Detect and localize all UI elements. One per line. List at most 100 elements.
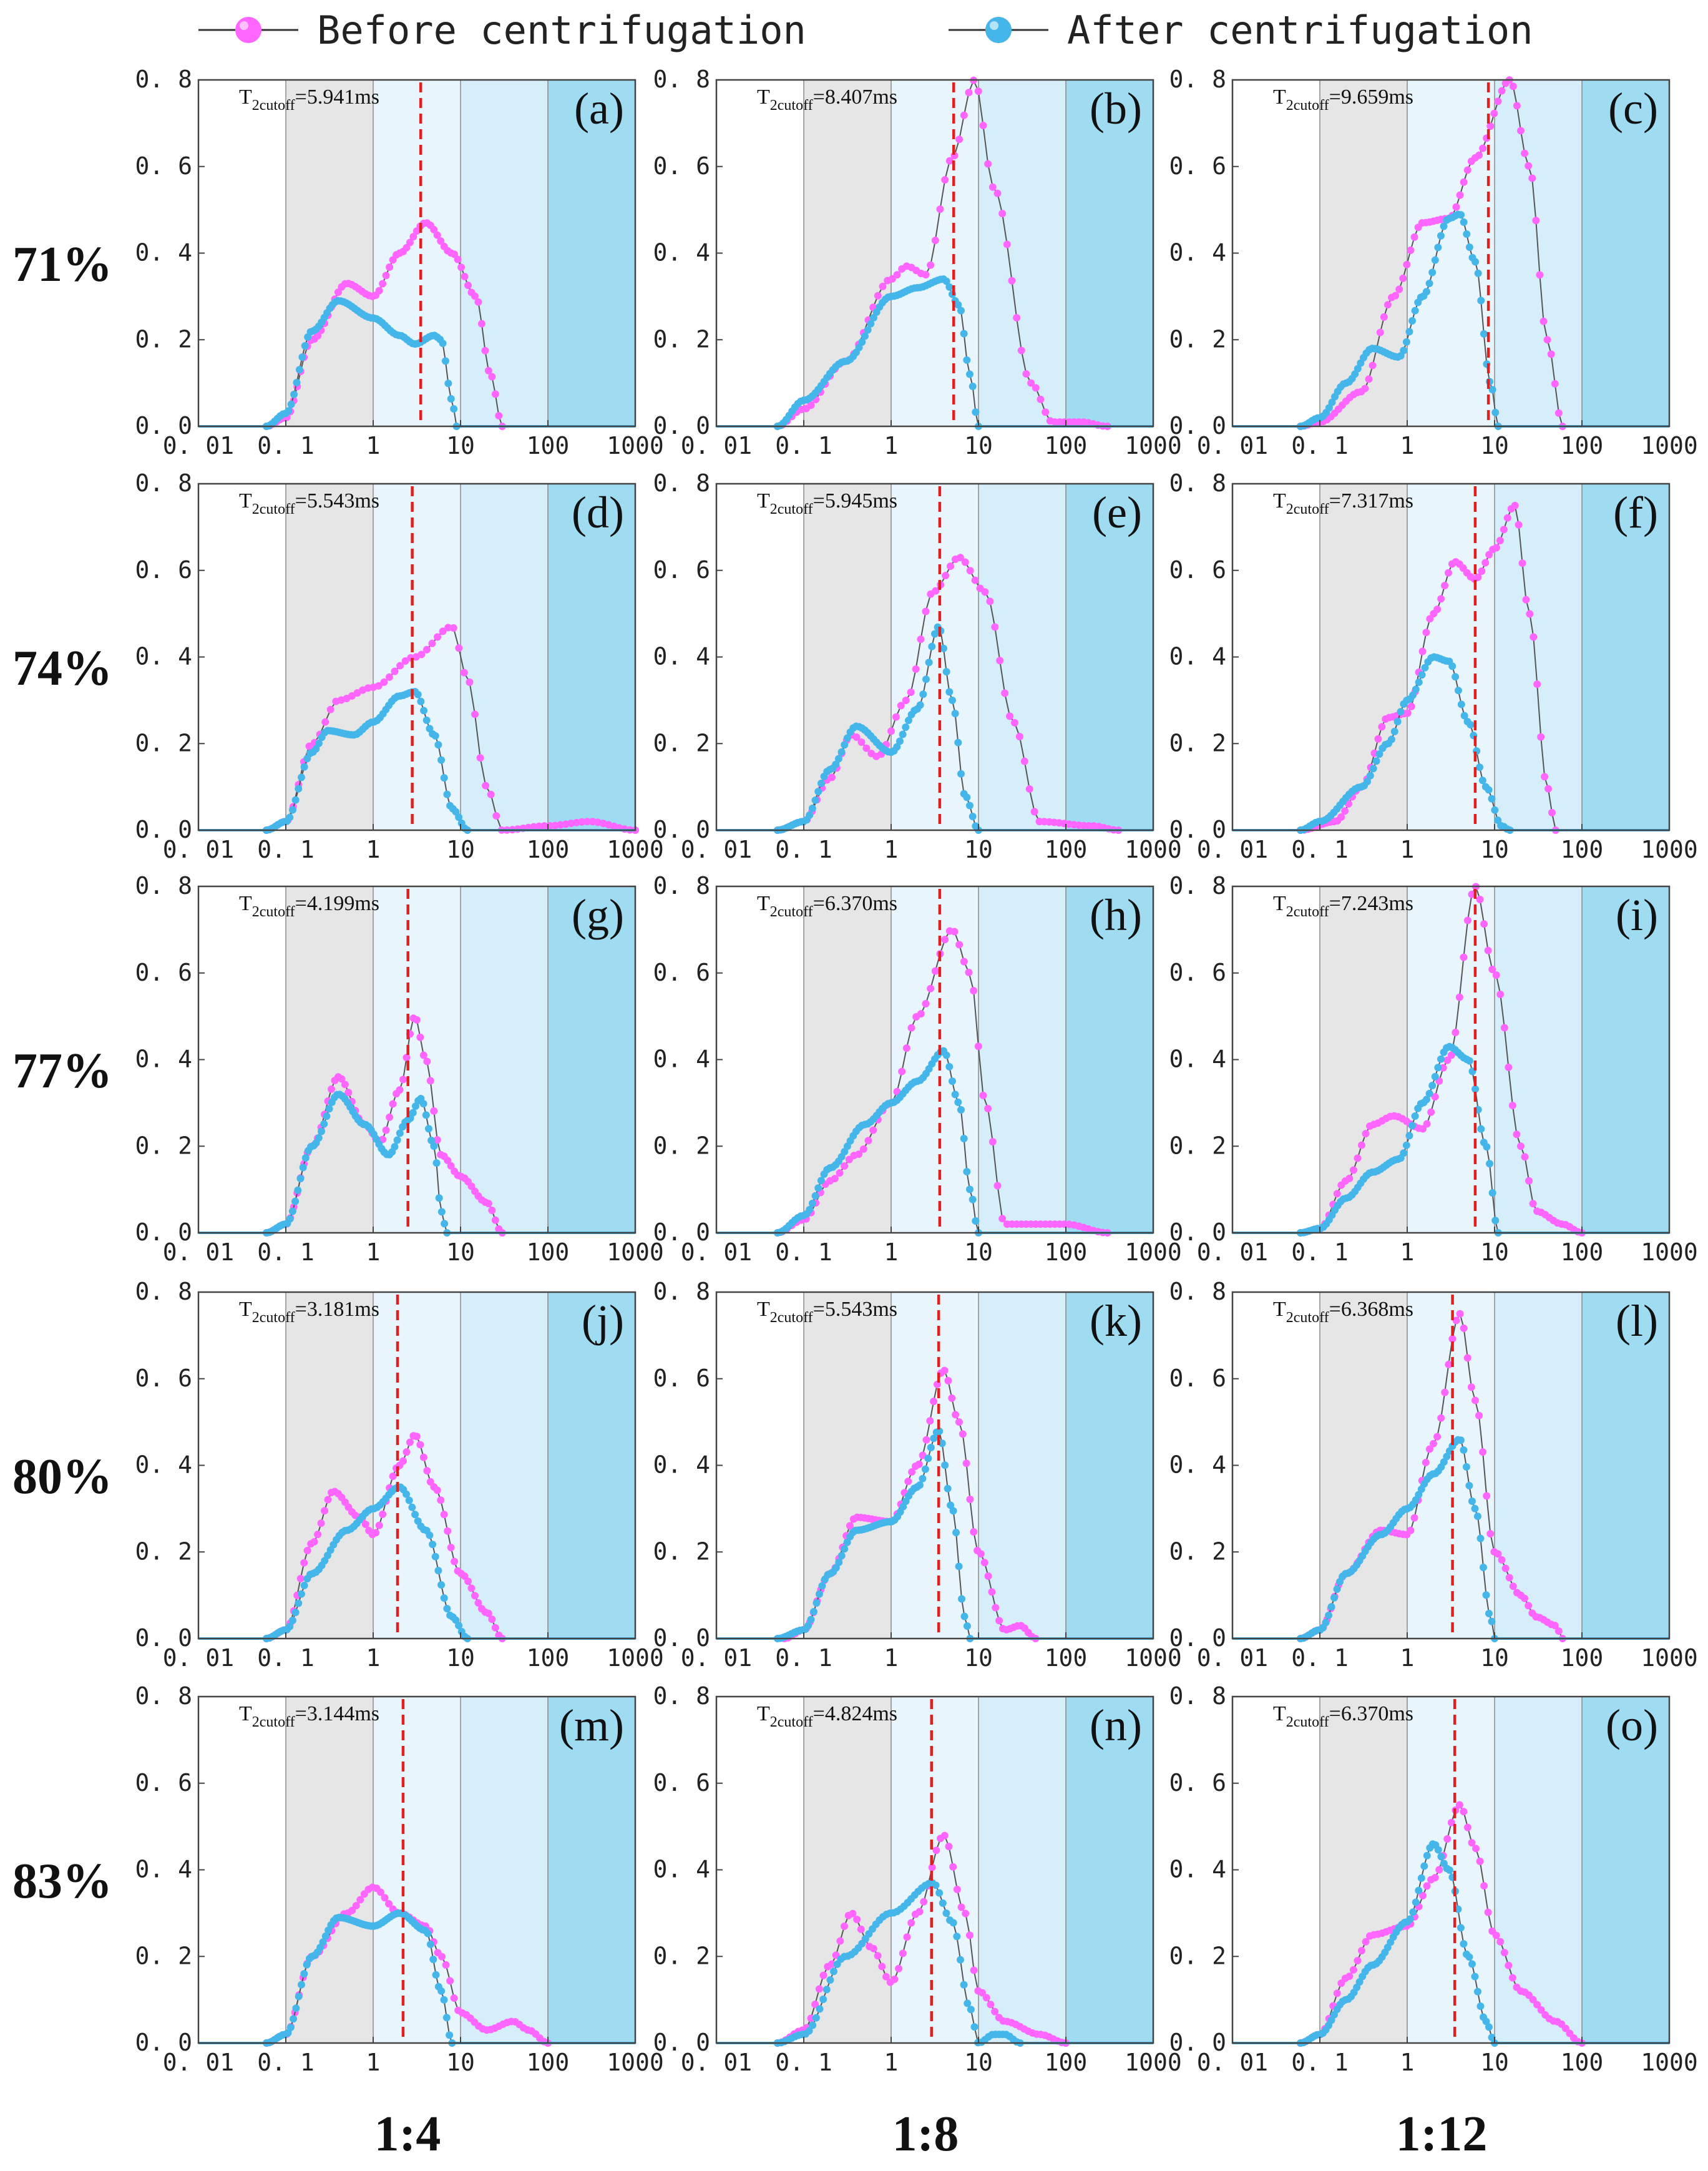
data-point [955,135,964,144]
data-point [298,353,306,361]
data-point [374,682,383,690]
y-tick-label: 0. 0 [135,1218,192,1246]
data-point [408,1503,416,1511]
data-point [927,1444,935,1452]
data-point [960,111,968,119]
data-point [301,1154,310,1162]
band-region [978,484,1066,830]
data-point [955,941,964,949]
x-tick-label: 100 [527,432,570,459]
data-point [1425,280,1433,288]
data-point [1498,87,1506,95]
data-point [1521,1594,1529,1602]
data-point [423,1467,431,1475]
data-point [1490,109,1498,117]
panel: 0. 0 0. 2 0. 4 0. 6 0. 8 0. 01 0. 1 1 10 100 1000 (… [1169,1682,1697,2076]
data-point [457,263,466,272]
data-point [948,696,956,704]
data-point [942,1909,950,1917]
band-region [1495,1697,1582,2043]
data-point [429,1541,437,1549]
cutoff-value: =8.407ms [813,86,897,109]
y-tick-label: 0. 4 [653,1451,710,1479]
y-tick-label: 0. 6 [135,1365,192,1392]
data-point [940,1366,949,1375]
x-tick-label: 10 [1480,2049,1509,2076]
data-point [941,1461,949,1469]
y-tick-label: 0. 0 [653,816,710,843]
data-point [423,1057,431,1066]
data-point [399,1076,407,1084]
data-point [932,1846,940,1855]
data-point [300,1582,308,1590]
y-tick-label: 0. 4 [1169,1046,1226,1073]
x-tick-label: 1000 [607,1644,664,1672]
data-point [1479,1563,1487,1571]
data-point [471,710,479,718]
cutoff-annotation: T2cutoff=3.181ms [239,1298,379,1326]
data-point [888,275,896,283]
data-point [815,1985,823,1993]
data-point [961,558,969,566]
x-tick-label: 0. 1 [1291,836,1349,863]
data-point [956,1956,964,1964]
data-point [420,707,428,715]
data-point [1330,1594,1339,1602]
y-tick-label: 0. 0 [1169,2029,1226,2056]
data-point [1354,1957,1362,1965]
data-point [1472,1845,1480,1853]
data-point [1412,685,1420,693]
data-point [396,662,404,670]
cutoff-value: =5.945ms [813,489,897,512]
band-region [373,1292,461,1639]
y-tick-label: 0. 6 [1169,1769,1226,1796]
cutoff-symbol: T [239,1298,252,1321]
x-tick-label: 1 [366,2049,381,2076]
data-point [980,1559,988,1567]
data-point [295,785,303,793]
x-tick-label: 0. 01 [681,836,752,863]
x-tick-label: 1 [366,432,381,459]
cutoff-symbol: T [1273,1702,1286,1725]
data-point [984,1104,992,1112]
data-point [1003,240,1011,248]
data-point [903,1933,911,1941]
band-region [1232,80,1320,426]
x-tick-label: 1 [366,836,381,863]
legend-marker-shine [240,21,248,30]
data-point [1027,379,1035,387]
data-point [437,1208,446,1216]
data-point [1457,1924,1465,1932]
data-point [869,1126,877,1134]
cutoff-value: =7.243ms [1329,892,1413,915]
y-tick-label: 0. 4 [1169,239,1226,267]
data-point [443,1605,451,1613]
cutoff-symbol: T [239,489,252,512]
data-point [1474,269,1482,277]
data-point [1010,718,1018,727]
data-point [1488,1188,1496,1197]
data-point [1390,727,1398,735]
data-point [1399,274,1407,282]
cutoff-value: =7.317ms [1329,489,1413,512]
panels: 0. 00. 20. 40. 60. 80. 01 0. 1 1 10 100 1000(… [135,66,1697,2076]
panel: 0. 0 0. 2 0. 4 0. 6 0. 8 0. 01 0. 1 1 10 100 1000 (… [1169,872,1697,1266]
data-point [1515,521,1523,529]
data-point [482,782,490,790]
band-region [716,1697,804,2043]
data-point [841,741,849,749]
data-point [356,1896,364,1904]
data-point [897,702,905,710]
x-tick-label: 0. 1 [775,432,832,459]
band-region [1232,1292,1320,1639]
data-point [1551,1622,1559,1630]
y-tick-label: 0. 2 [653,1942,710,1969]
data-point [970,1966,978,1974]
data-point [922,271,930,279]
data-point [405,1496,413,1504]
band-region [198,484,286,830]
data-point [960,958,968,966]
data-point [965,89,973,97]
data-point [303,1961,311,1969]
x-tick-label: 100 [1045,2049,1088,2076]
